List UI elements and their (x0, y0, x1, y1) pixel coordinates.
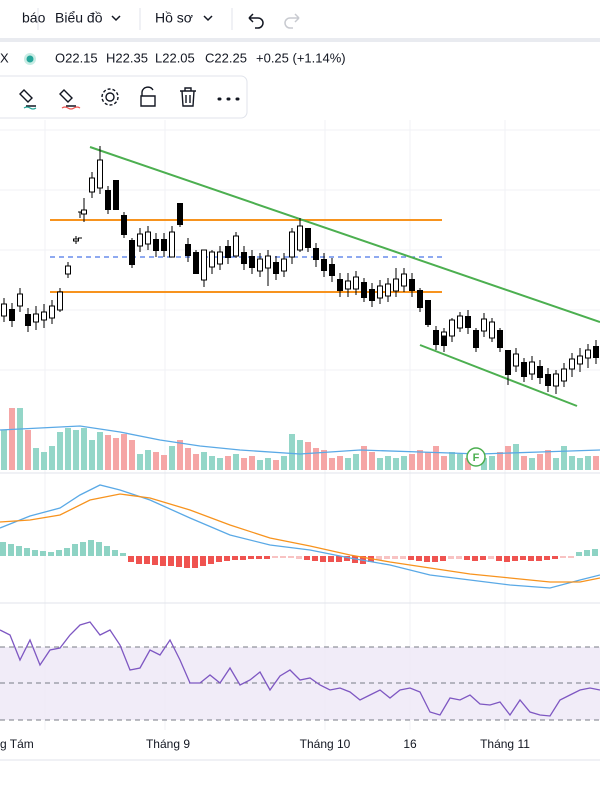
settings-icon[interactable] (105, 92, 115, 102)
low: L22.05 (155, 50, 195, 65)
menu-item[interactable]: Hồ sơ (155, 10, 193, 26)
rsi-line (0, 621, 600, 717)
high: H22.35 (106, 50, 148, 65)
top-toolbar: báo Biểu đồ Hồ sơ (22, 8, 300, 30)
menu-item[interactable]: báo (22, 10, 46, 26)
candle-doji (78, 211, 82, 239)
marker-label[interactable]: F (473, 452, 480, 464)
divider (0, 38, 600, 42)
chevron (203, 15, 213, 22)
tool-underline (23, 106, 37, 110)
redo-icon[interactable] (284, 13, 300, 29)
drawings (50, 146, 600, 407)
macd-pane (0, 484, 600, 589)
time-label: Tháng 11 (480, 737, 530, 751)
grid (0, 120, 600, 730)
status-dot (26, 55, 34, 63)
tool-icon[interactable] (59, 89, 76, 107)
macd-histogram-up (0, 540, 598, 556)
rsi-pane (0, 621, 600, 721)
undo-icon[interactable] (248, 13, 264, 29)
rsi-levels (0, 646, 600, 721)
candle-bodies-falling (9, 180, 599, 386)
time-label: Tháng 9 (146, 737, 190, 751)
tool-underline (61, 106, 81, 110)
candles (1, 146, 599, 394)
volume: F (0, 408, 600, 470)
menu-item[interactable]: Biểu đồ (55, 10, 103, 26)
trash-icon[interactable] (180, 87, 196, 107)
marker-badge[interactable] (466, 447, 486, 467)
tool-icon[interactable] (19, 89, 36, 107)
macd-histogram-down (128, 556, 558, 568)
settings-gear (101, 88, 119, 106)
drawing-toolbar (0, 75, 248, 119)
candle-bodies-rising (1, 159, 591, 387)
time-label: 16 (403, 737, 417, 751)
time-label: g Tám (0, 737, 34, 751)
ohlc-legend: X O22.15 H22.35 L22.05 C22.25 +0.25 (+1.… (0, 50, 346, 65)
lock-icon[interactable] (140, 86, 156, 107)
change: +0.25 (+1.14%) (256, 50, 346, 65)
macd-line (0, 484, 600, 589)
signal-line (0, 493, 600, 583)
time-label: Tháng 10 (300, 737, 351, 751)
open: O22.15 (55, 50, 98, 65)
volume-up (1, 408, 591, 470)
symbol: X (0, 50, 9, 65)
toolbar-box (0, 75, 248, 119)
time-axis: g Tám Tháng 9 Tháng 10 16 Tháng 11 (0, 737, 600, 761)
volume-down (9, 408, 599, 470)
chevron (111, 15, 121, 22)
trend-line[interactable] (89, 146, 600, 323)
close: C22.25 (205, 50, 247, 65)
trend-line[interactable] (419, 344, 578, 407)
